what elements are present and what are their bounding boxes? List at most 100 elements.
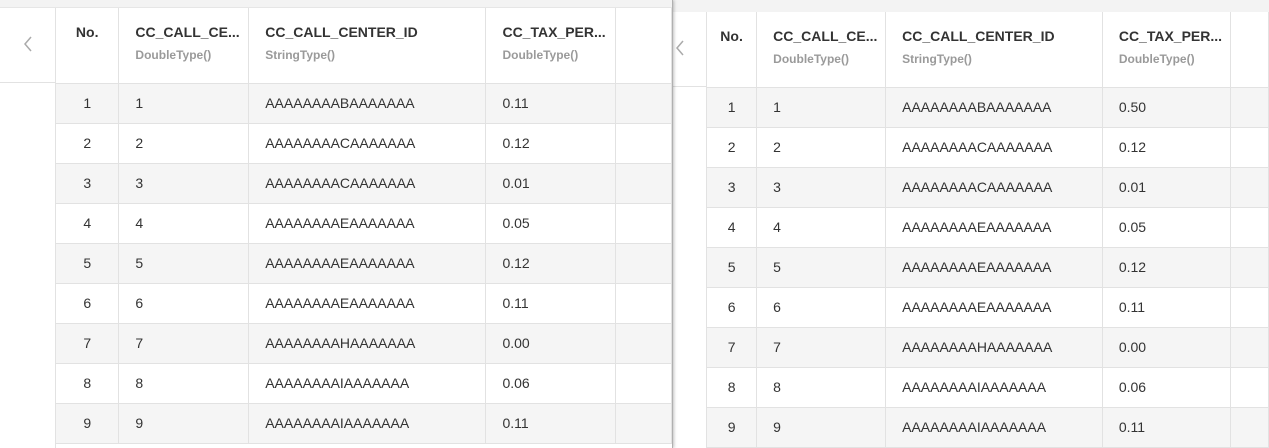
cell-cc-call-center-id[interactable]: AAAAAAAAEAAAAAAA: [248, 243, 487, 284]
cell-no[interactable]: 8: [707, 367, 758, 408]
cell-cc-call-center-sk[interactable]: 9: [756, 407, 887, 448]
table-row[interactable]: 7 7 AAAAAAAAHAAAAAAA 0.00: [56, 323, 672, 364]
table-row[interactable]: 7 7 AAAAAAAAHAAAAAAA 0.00: [707, 327, 1269, 368]
cell-cc-call-center-id[interactable]: AAAAAAAABAAAAAAA: [248, 83, 487, 124]
cell-cc-tax-percentage[interactable]: 0.11: [1102, 407, 1232, 448]
cell-cc-call-center-sk[interactable]: 4: [118, 203, 250, 244]
cell-cc-call-center-id[interactable]: AAAAAAAACAAAAAAA: [248, 123, 487, 164]
table-row[interactable]: 2 2 AAAAAAAACAAAAAAA 0.12: [707, 127, 1269, 168]
table-row[interactable]: 9 9 AAAAAAAAIAAAAAAA 0.11: [56, 403, 672, 444]
cell-cc-call-center-id[interactable]: AAAAAAAAIAAAAAAA: [248, 363, 487, 404]
cell-cc-tax-percentage[interactable]: 0.05: [1102, 207, 1232, 248]
cell-cc-call-center-id[interactable]: AAAAAAAAIAAAAAAA: [885, 407, 1103, 448]
table-row[interactable]: 9 9 AAAAAAAAIAAAAAAA 0.11: [707, 407, 1269, 448]
cell-no[interactable]: 1: [707, 87, 758, 128]
cell-cc-call-center-sk[interactable]: 6: [118, 283, 250, 324]
cell-no[interactable]: 8: [56, 363, 120, 404]
cell-no[interactable]: 5: [707, 247, 758, 288]
cell-cc-tax-percentage[interactable]: 0.06: [1102, 367, 1232, 408]
cell-no[interactable]: 4: [707, 207, 758, 248]
cell-no[interactable]: 3: [707, 167, 758, 208]
cell-cc-call-center-id[interactable]: AAAAAAAACAAAAAAA: [885, 127, 1103, 168]
cell-cc-tax-percentage[interactable]: 0.05: [485, 203, 617, 244]
column-header-no[interactable]: No.: [56, 8, 120, 84]
cell-no[interactable]: 2: [707, 127, 758, 168]
cell-cc-call-center-id[interactable]: AAAAAAAAEAAAAAAA: [248, 203, 487, 244]
cell-no[interactable]: 2: [56, 123, 120, 164]
cell-cc-call-center-sk[interactable]: 9: [118, 403, 250, 444]
cell-cc-tax-percentage[interactable]: 0.11: [485, 283, 617, 324]
column-header-cc-tax-percentage[interactable]: CC_TAX_PER... DoubleType(): [485, 8, 617, 84]
cell-cc-call-center-id[interactable]: AAAAAAAAEAAAAAAA: [885, 207, 1103, 248]
cell-cc-call-center-sk[interactable]: 5: [756, 247, 887, 288]
cell-cc-tax-percentage[interactable]: 0.01: [485, 163, 617, 204]
cell-no[interactable]: 6: [56, 283, 120, 324]
column-header-cc-call-center-sk[interactable]: CC_CALL_CE... DoubleType(): [118, 8, 250, 84]
cell-cc-tax-percentage[interactable]: 0.00: [485, 323, 617, 364]
cell-cc-tax-percentage[interactable]: 0.12: [485, 243, 617, 284]
cell-cc-call-center-id[interactable]: AAAAAAAAEAAAAAAA: [885, 247, 1103, 288]
cell-cc-tax-percentage[interactable]: 0.12: [1102, 127, 1232, 168]
cell-cc-call-center-sk[interactable]: 5: [118, 243, 250, 284]
cell-cc-tax-percentage[interactable]: 0.11: [485, 83, 617, 124]
column-header-cc-call-center-id[interactable]: CC_CALL_CENTER_ID StringType(): [248, 8, 487, 84]
table-viewport[interactable]: No. CC_CALL_CE... DoubleType() CC_CALL_CE…: [673, 12, 1269, 448]
table-row[interactable]: 1 1 AAAAAAAABAAAAAAA 0.50: [707, 87, 1269, 128]
table-row[interactable]: 6 6 AAAAAAAAEAAAAAAA 0.11: [56, 283, 672, 324]
cell-no[interactable]: 4: [56, 203, 120, 244]
cell-cc-call-center-sk[interactable]: 1: [756, 87, 887, 128]
cell-cc-call-center-id[interactable]: AAAAAAAAIAAAAAAA: [885, 367, 1103, 408]
column-header-cc-tax-percentage[interactable]: CC_TAX_PER... DoubleType(): [1102, 12, 1232, 88]
cell-cc-tax-percentage[interactable]: 0.01: [1102, 167, 1232, 208]
table-viewport[interactable]: No. CC_CALL_CE... DoubleType() CC_CALL_CE…: [0, 8, 672, 448]
cell-cc-tax-percentage[interactable]: 0.06: [485, 363, 617, 404]
cell-cc-call-center-id[interactable]: AAAAAAAAEAAAAAAA: [248, 283, 487, 324]
cell-cc-call-center-sk[interactable]: 1: [118, 83, 250, 124]
cell-no[interactable]: 7: [707, 327, 758, 368]
table-row[interactable]: 5 5 AAAAAAAAEAAAAAAA 0.12: [707, 247, 1269, 288]
cell-cc-call-center-sk[interactable]: 8: [756, 367, 887, 408]
cell-cc-tax-percentage[interactable]: 0.12: [1102, 247, 1232, 288]
chevron-left-icon[interactable]: [673, 38, 690, 58]
column-header-cc-call-center-sk[interactable]: CC_CALL_CE... DoubleType(): [756, 12, 887, 88]
cell-cc-call-center-sk[interactable]: 7: [118, 323, 250, 364]
cell-cc-call-center-sk[interactable]: 6: [756, 287, 887, 328]
cell-no[interactable]: 9: [56, 403, 120, 444]
table-row[interactable]: 4 4 AAAAAAAAEAAAAAAA 0.05: [56, 203, 672, 244]
cell-cc-tax-percentage[interactable]: 0.50: [1102, 87, 1232, 128]
table-row[interactable]: 1 1 AAAAAAAABAAAAAAA 0.11: [56, 83, 672, 124]
cell-no[interactable]: 6: [707, 287, 758, 328]
cell-no[interactable]: 3: [56, 163, 120, 204]
table-row[interactable]: 5 5 AAAAAAAAEAAAAAAA 0.12: [56, 243, 672, 284]
cell-cc-call-center-id[interactable]: AAAAAAAABAAAAAAA: [885, 87, 1103, 128]
table-row[interactable]: 3 3 AAAAAAAACAAAAAAA 0.01: [56, 163, 672, 204]
cell-cc-call-center-sk[interactable]: 2: [756, 127, 887, 168]
cell-no[interactable]: 7: [56, 323, 120, 364]
cell-cc-call-center-id[interactable]: AAAAAAAAHAAAAAAA: [248, 323, 487, 364]
cell-cc-call-center-id[interactable]: AAAAAAAAEAAAAAAA: [885, 287, 1103, 328]
cell-cc-call-center-id[interactable]: AAAAAAAACAAAAAAA: [885, 167, 1103, 208]
cell-cc-tax-percentage[interactable]: 0.12: [485, 123, 617, 164]
cell-cc-call-center-sk[interactable]: 7: [756, 327, 887, 368]
table-row[interactable]: 6 6 AAAAAAAAEAAAAAAA 0.11: [707, 287, 1269, 328]
cell-cc-tax-percentage[interactable]: 0.11: [1102, 287, 1232, 328]
column-header-no[interactable]: No.: [707, 12, 758, 88]
cell-cc-call-center-sk[interactable]: 2: [118, 123, 250, 164]
cell-cc-call-center-sk[interactable]: 3: [756, 167, 887, 208]
cell-cc-call-center-id[interactable]: AAAAAAAAIAAAAAAA: [248, 403, 487, 444]
cell-cc-tax-percentage[interactable]: 0.00: [1102, 327, 1232, 368]
cell-cc-call-center-sk[interactable]: 3: [118, 163, 250, 204]
table-row[interactable]: 8 8 AAAAAAAAIAAAAAAA 0.06: [707, 367, 1269, 408]
cell-no[interactable]: 1: [56, 83, 120, 124]
table-row[interactable]: 3 3 AAAAAAAACAAAAAAA 0.01: [707, 167, 1269, 208]
table-row[interactable]: 2 2 AAAAAAAACAAAAAAA 0.12: [56, 123, 672, 164]
table-row[interactable]: 4 4 AAAAAAAAEAAAAAAA 0.05: [707, 207, 1269, 248]
cell-cc-call-center-id[interactable]: AAAAAAAAHAAAAAAA: [885, 327, 1103, 368]
cell-cc-tax-percentage[interactable]: 0.11: [485, 403, 617, 444]
column-header-cc-call-center-id[interactable]: CC_CALL_CENTER_ID StringType(): [885, 12, 1103, 88]
cell-no[interactable]: 5: [56, 243, 120, 284]
chevron-left-icon[interactable]: [18, 34, 38, 54]
table-row[interactable]: 8 8 AAAAAAAAIAAAAAAA 0.06: [56, 363, 672, 404]
cell-no[interactable]: 9: [707, 407, 758, 448]
cell-cc-call-center-sk[interactable]: 4: [756, 207, 887, 248]
